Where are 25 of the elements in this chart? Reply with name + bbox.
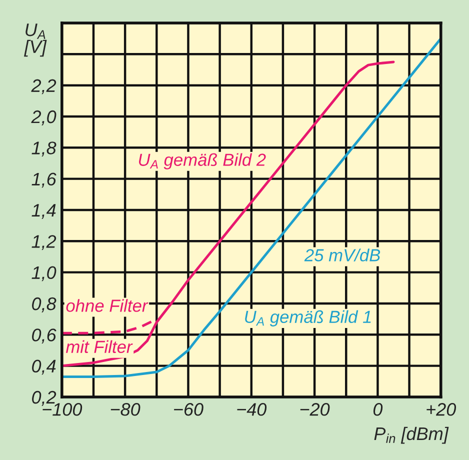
y-tick-label: 1,6	[32, 172, 56, 188]
annotation: 25 mV/dB	[304, 248, 380, 262]
y-tick-label: 2,0	[31, 110, 56, 126]
x-tick-label: +20	[426, 403, 456, 416]
annotation: mit Filter	[66, 340, 133, 354]
line-series	[62, 37, 441, 378]
y-tick-label: 1,8	[32, 142, 56, 157]
annotation: U$_{A}$ gemäß Bild 2	[138, 153, 266, 170]
y-tick-label: 1,4	[32, 204, 56, 219]
y-tick-label: 0,6	[32, 328, 56, 344]
y-tick-label: 1,0	[32, 266, 56, 282]
y-tick-label: 1,2	[32, 235, 56, 250]
y-tick-label: 2,2	[31, 79, 56, 94]
x-axis-title: P$_{in}$ [dBm]	[374, 426, 449, 444]
x-tick-label: −40	[237, 403, 267, 416]
annotation: ohne Filter	[66, 299, 148, 312]
y-tick-label: 0,4	[32, 360, 56, 375]
y-axis-title: U$_{A}$ [V]	[24, 24, 47, 57]
line-series	[62, 60, 395, 368]
y-tick-label: 0,8	[32, 297, 56, 312]
x-tick-label: −60	[174, 403, 204, 416]
x-tick-label: −80	[110, 403, 140, 416]
x-tick-label: −20	[300, 403, 330, 416]
annotation: U$_{A}$ gemäß Bild 1	[245, 310, 371, 326]
x-tick-label: 0	[373, 403, 383, 416]
